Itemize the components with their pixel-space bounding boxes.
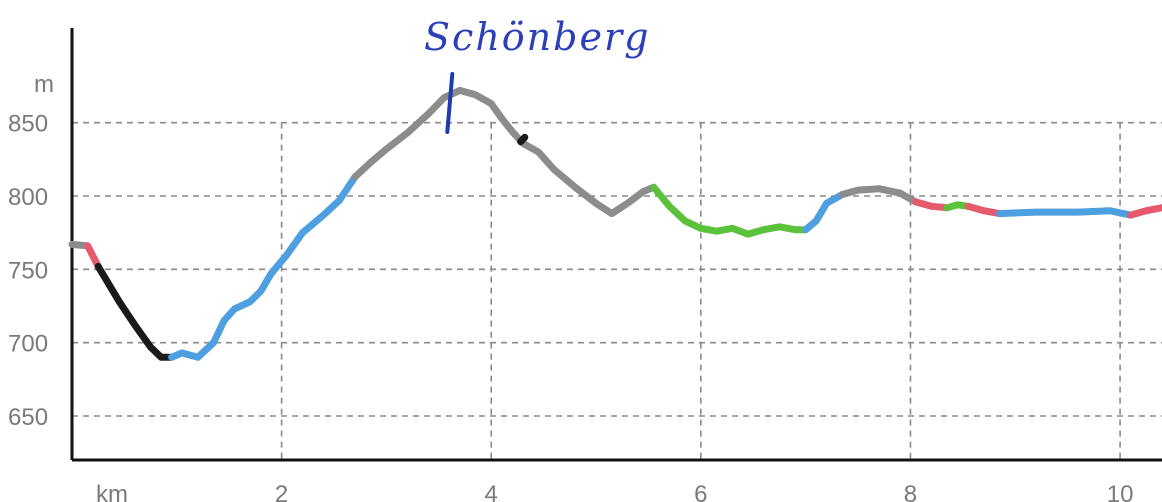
y-tick-label: 700 [8,331,48,358]
x-tick-label: 6 [694,481,707,502]
peak-marker [445,72,455,134]
y-axis-label: m [34,71,54,98]
chart-grid [72,121,1162,460]
x-tick-labels: 2 4 6 8 10 [275,481,1133,502]
chart-axes [70,28,1162,462]
x-tick-label: 10 [1107,481,1134,502]
y-tick-label: 850 [8,111,48,138]
y-tick-label: 750 [8,257,48,284]
y-tick-label: 650 [8,404,48,431]
series-segment-black [94,262,176,361]
series-segment-black [517,133,529,146]
x-tick-label: 2 [275,481,288,502]
series-segment-green [943,201,972,212]
series-segment-blue [996,207,1135,219]
peak-label: Schönberg [424,15,650,59]
series-segment-gray [351,86,658,218]
series-segment-pink [84,242,102,270]
series-segment-gray [838,185,920,206]
peak-annotation: Schönberg [424,15,650,134]
series-segment-blue [802,191,846,234]
series-segment-pink [912,198,951,212]
series-segment-blue [168,173,359,361]
y-tick-labels: 650 700 750 800 850 [8,111,48,431]
x-tick-label: 4 [485,481,498,502]
y-tick-label: 800 [8,184,48,211]
elevation-series [68,86,1162,361]
series-segment-pink [964,202,1003,218]
series-segment-pink [1127,204,1162,219]
x-axis-label: km [96,481,128,502]
x-tick-label: 8 [904,481,917,502]
series-segment-green [650,183,810,238]
